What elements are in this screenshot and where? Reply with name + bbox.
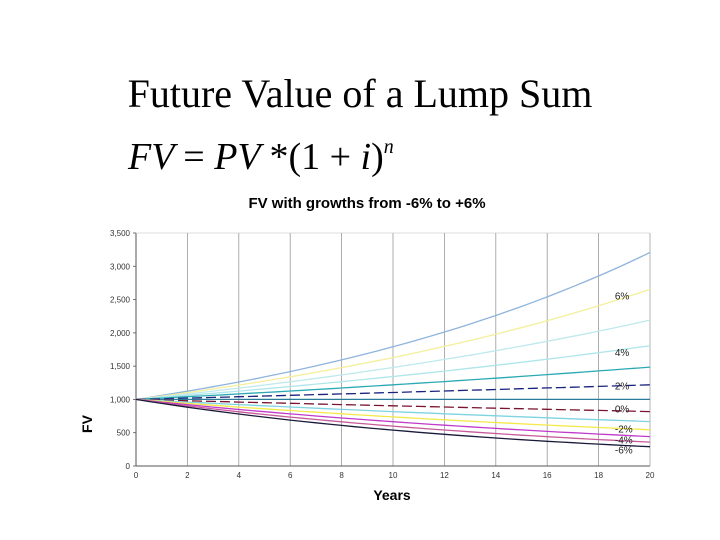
rate-label: 4% bbox=[615, 348, 630, 359]
series-line bbox=[135, 251, 651, 401]
series-line bbox=[135, 366, 651, 401]
rate-label: -6% bbox=[615, 445, 633, 456]
x-tick-label: 2 bbox=[185, 471, 190, 480]
x-tick-label: 14 bbox=[491, 471, 500, 480]
y-axis-label: FV bbox=[79, 414, 95, 433]
series-line bbox=[135, 398, 651, 448]
y-tick-label: 3,500 bbox=[110, 229, 131, 238]
fv-formula: FV = PV *(1 + i)n bbox=[128, 136, 394, 178]
y-tick-label: 1,500 bbox=[110, 362, 131, 371]
chart-lines bbox=[135, 251, 651, 448]
series-line bbox=[135, 319, 651, 401]
series-line bbox=[135, 398, 651, 443]
chart-annotations: 6% 4% 2% 0% -2%-4%-6% bbox=[615, 292, 633, 457]
formula-exponent: n bbox=[383, 136, 394, 158]
formula-rate: i bbox=[360, 136, 372, 178]
slide-title: Future Value of a Lump Sum bbox=[127, 71, 593, 116]
y-tick-label: 1,000 bbox=[110, 395, 131, 404]
series-line bbox=[135, 288, 651, 401]
chart-axes bbox=[135, 232, 651, 467]
y-tick-label: 500 bbox=[117, 429, 131, 438]
x-tick-label: 20 bbox=[646, 471, 655, 480]
chart-ticks: 0 2 4 6 8 10 12 14 16 18 20 0 500 1,000 1,500 2,000 2,50… bbox=[110, 229, 655, 480]
series-line bbox=[135, 398, 651, 438]
y-tick-label: 3,000 bbox=[110, 262, 131, 271]
rate-label: 0% bbox=[615, 405, 630, 416]
x-tick-label: 12 bbox=[440, 471, 449, 480]
series-line bbox=[135, 398, 651, 423]
x-tick-label: 10 bbox=[389, 471, 398, 480]
rate-label: -2% bbox=[615, 425, 633, 436]
x-tick-label: 4 bbox=[237, 471, 242, 480]
x-tick-label: 6 bbox=[288, 471, 293, 480]
x-tick-label: 0 bbox=[134, 471, 139, 480]
rate-label: -4% bbox=[615, 435, 633, 446]
formula-fv: FV bbox=[128, 136, 174, 178]
chart-title: FV with growths from -6% to +6% bbox=[248, 195, 485, 212]
formula-multiply: * bbox=[269, 136, 289, 178]
chart-grid bbox=[186, 233, 651, 466]
series-line bbox=[135, 398, 651, 413]
series-line bbox=[135, 384, 651, 401]
x-tick-label: 18 bbox=[594, 471, 603, 480]
y-tick-label: 0 bbox=[126, 462, 131, 471]
x-tick-label: 16 bbox=[543, 471, 552, 480]
x-axis-label: Years bbox=[373, 487, 411, 503]
rate-label: 2% bbox=[615, 381, 630, 392]
rate-label: 6% bbox=[615, 292, 630, 303]
formula-pv: PV bbox=[214, 136, 260, 178]
series-line bbox=[135, 398, 651, 431]
y-tick-label: 2,500 bbox=[110, 296, 131, 305]
x-tick-label: 8 bbox=[339, 471, 344, 480]
y-tick-label: 2,000 bbox=[110, 329, 131, 338]
series-line bbox=[135, 345, 651, 401]
